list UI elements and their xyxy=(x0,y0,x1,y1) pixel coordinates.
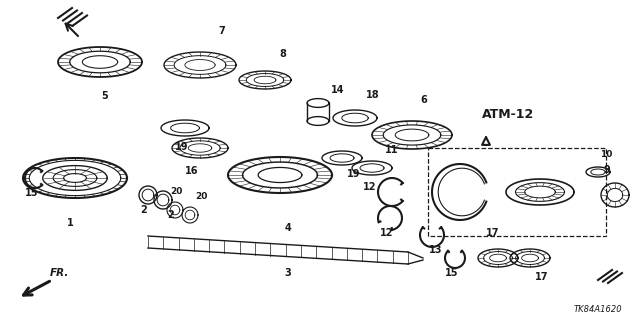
Text: 19: 19 xyxy=(175,142,189,152)
Text: 17: 17 xyxy=(535,272,548,282)
Text: 15: 15 xyxy=(445,268,459,278)
Text: 1: 1 xyxy=(67,218,74,228)
Text: 16: 16 xyxy=(185,166,199,176)
Text: 13: 13 xyxy=(429,245,443,255)
Bar xyxy=(428,148,606,236)
Text: 14: 14 xyxy=(332,85,345,95)
Text: 7: 7 xyxy=(219,26,225,36)
Text: 4: 4 xyxy=(285,223,291,233)
Text: 2: 2 xyxy=(140,205,147,215)
Text: 3: 3 xyxy=(285,268,291,278)
Text: 18: 18 xyxy=(366,90,380,100)
Text: 2: 2 xyxy=(167,210,173,220)
Text: 17: 17 xyxy=(486,228,499,238)
Text: 5: 5 xyxy=(102,91,108,101)
Text: 8: 8 xyxy=(280,49,287,59)
Text: TK84A1620: TK84A1620 xyxy=(573,305,622,314)
Text: 6: 6 xyxy=(420,95,428,105)
Text: 12: 12 xyxy=(380,228,394,238)
Text: 15: 15 xyxy=(25,188,39,198)
Text: 20: 20 xyxy=(195,192,207,201)
Text: 11: 11 xyxy=(385,145,399,155)
Text: 20: 20 xyxy=(170,187,182,196)
Text: ATM-12: ATM-12 xyxy=(482,108,534,121)
Text: FR.: FR. xyxy=(50,268,69,278)
Text: 19: 19 xyxy=(347,169,360,179)
Text: 12: 12 xyxy=(364,182,377,192)
Text: 10: 10 xyxy=(600,150,612,159)
Text: 9: 9 xyxy=(604,165,611,175)
